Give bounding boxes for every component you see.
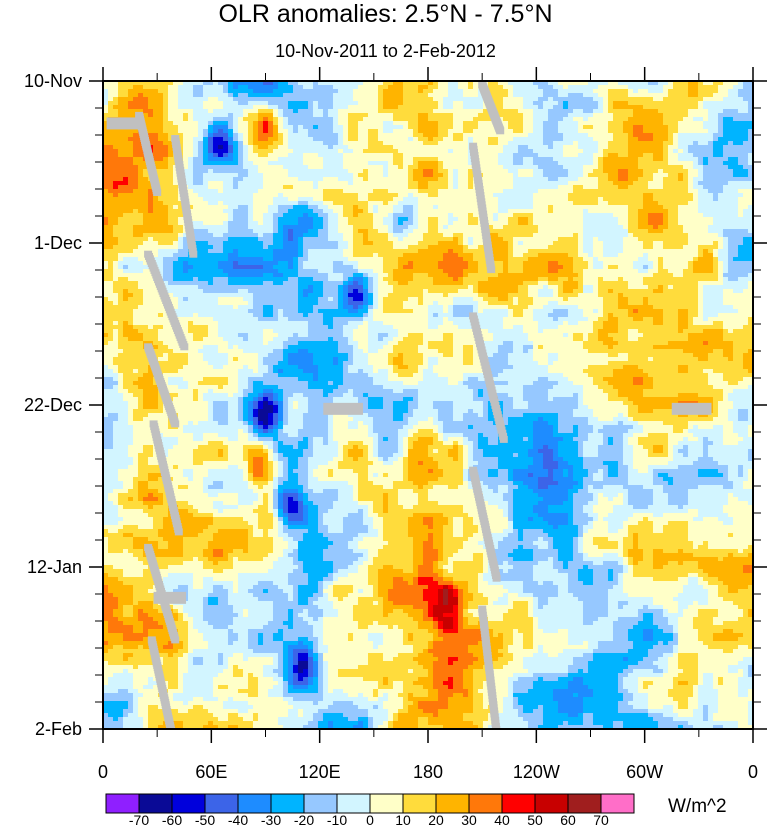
colorbar-swatch bbox=[270, 793, 305, 814]
colorbar-swatch bbox=[336, 793, 371, 814]
colorbar-swatch bbox=[501, 793, 536, 814]
colorbar-units: W/m^2 bbox=[668, 796, 727, 818]
colorbar-swatch bbox=[600, 793, 635, 814]
colorbar: -70 -60 -50 -40 -30 -20 -10 0 10 20 30 40 50 60 70 bbox=[105, 793, 635, 828]
colorbar-level-label: -20 bbox=[294, 812, 314, 828]
colorbar-swatch bbox=[534, 793, 569, 814]
x-tick-label: 120E bbox=[299, 762, 341, 782]
colorbar-swatch bbox=[105, 793, 140, 814]
y-axis: 10-Nov 1-Dec 22-Dec 12-Jan 2-Feb bbox=[24, 71, 767, 739]
x-tick-label: 0 bbox=[748, 762, 758, 782]
colorbar-level-label: -30 bbox=[261, 812, 281, 828]
colorbar-level-label: 70 bbox=[593, 812, 609, 828]
y-tick-label: 10-Nov bbox=[24, 71, 82, 91]
colorbar-level-label: 40 bbox=[494, 812, 510, 828]
colorbar-level-label: 30 bbox=[461, 812, 477, 828]
colorbar-level-label: -70 bbox=[129, 812, 149, 828]
x-tick-label: 60W bbox=[626, 762, 663, 782]
x-tick-label: 60E bbox=[195, 762, 227, 782]
y-tick-label: 12-Jan bbox=[27, 557, 82, 577]
x-axis: 0 60E 120E 180 120W 60W 0 bbox=[98, 67, 758, 782]
chart-title: OLR anomalies: 2.5°N - 7.5°N bbox=[0, 0, 771, 28]
colorbar-level-label: 20 bbox=[428, 812, 444, 828]
y-tick-label: 22-Dec bbox=[24, 395, 82, 415]
colorbar-swatch bbox=[369, 793, 404, 814]
x-tick-label: 0 bbox=[98, 762, 108, 782]
colorbar-swatch bbox=[204, 793, 239, 814]
colorbar-level-label: 10 bbox=[395, 812, 411, 828]
colorbar-swatch bbox=[468, 793, 503, 814]
colorbar-level-label: 0 bbox=[366, 812, 374, 828]
x-tick-label: 180 bbox=[413, 762, 443, 782]
colorbar-level-label: -40 bbox=[228, 812, 248, 828]
colorbar-level-label: -50 bbox=[195, 812, 215, 828]
colorbar-swatch bbox=[435, 793, 470, 814]
colorbar-swatch bbox=[237, 793, 272, 814]
anomaly-field bbox=[103, 81, 753, 729]
y-tick-label: 1-Dec bbox=[34, 233, 82, 253]
colorbar-swatch bbox=[303, 793, 338, 814]
colorbar-swatch bbox=[567, 793, 602, 814]
y-tick-label: 2-Feb bbox=[35, 719, 82, 739]
colorbar-swatch bbox=[138, 793, 173, 814]
x-tick-label: 120W bbox=[513, 762, 560, 782]
colorbar-level-label: 50 bbox=[527, 812, 543, 828]
chart-subtitle: 10-Nov-2011 to 2-Feb-2012 bbox=[0, 40, 771, 62]
colorbar-swatch bbox=[402, 793, 437, 814]
colorbar-level-label: 60 bbox=[560, 812, 576, 828]
colorbar-level-label: -60 bbox=[162, 812, 182, 828]
colorbar-swatch bbox=[171, 793, 206, 814]
colorbar-level-label: -10 bbox=[327, 812, 347, 828]
